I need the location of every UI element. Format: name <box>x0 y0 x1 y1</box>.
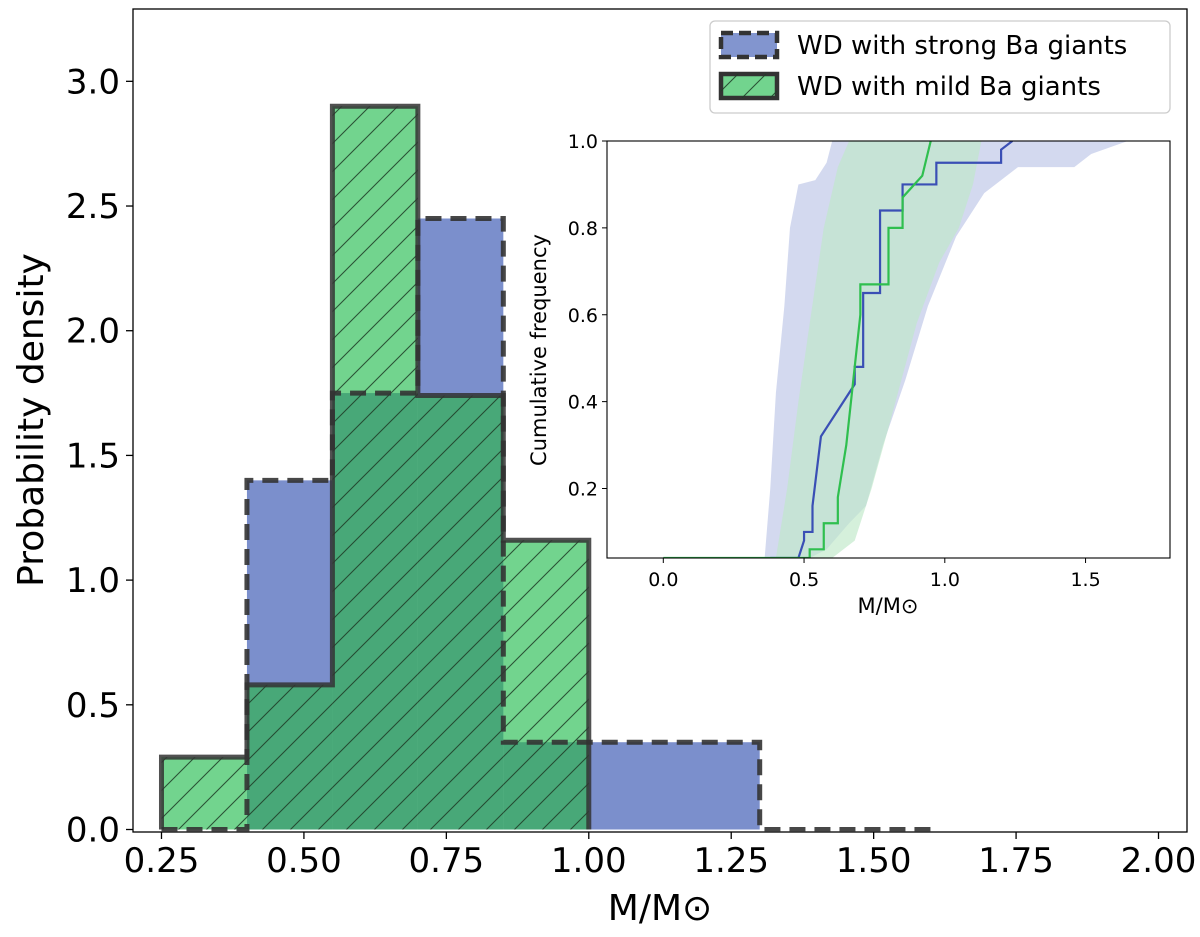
y-tick-label-5: 2.5 <box>66 187 120 227</box>
x-tick-label-7: 2.00 <box>1121 841 1197 881</box>
inset-x-axis-ticks: 0.0 0.5 1.0 1.5 <box>648 558 1101 591</box>
bar-mild-hatch-3 <box>417 395 504 830</box>
x-tick-label-1: 0.50 <box>266 841 342 881</box>
inset-x-tick-label-3: 1.5 <box>1070 569 1100 591</box>
inset-y-tick-label-3: 0.8 <box>568 218 598 240</box>
inset-y-tick-label-0: 0.2 <box>568 479 598 501</box>
y-tick-label-4: 2.0 <box>66 312 120 352</box>
bar-strong-5 <box>588 742 760 830</box>
inset-x-tick-label-2: 1.0 <box>930 569 960 591</box>
inset-y-tick-label-1: 0.4 <box>568 392 598 414</box>
legend-swatch-strong <box>718 30 780 60</box>
inset-x-tick-label-1: 0.5 <box>789 569 819 591</box>
cumulative-line-mild <box>663 141 932 558</box>
inset-x-tick-label-0: 0.0 <box>648 569 678 591</box>
y-tick-label-2: 1.0 <box>66 561 120 601</box>
x-tick-label-3: 1.00 <box>551 841 627 881</box>
band-mild <box>775 141 982 558</box>
inset-plot: 0.0 0.5 1.0 1.5 0.2 0.4 0.6 0.8 1.0 M/M⊙ Cumula… <box>527 131 1171 618</box>
inset-cumulative-lines <box>663 141 1014 558</box>
bar-mild-hatch-1 <box>246 684 333 830</box>
histogram-bars <box>158 103 931 833</box>
bar-mild-hatch-0 <box>161 757 247 830</box>
x-tick-label-5: 1.50 <box>836 841 912 881</box>
inset-plot-frame <box>606 140 1171 559</box>
y-axis-label: Probability density <box>11 253 52 587</box>
inset-confidence-bands <box>764 141 1170 558</box>
inset-y-tick-label-4: 1.0 <box>568 131 598 153</box>
legend-label-mild: WD with mild Ba giants <box>797 72 1101 102</box>
y-tick-label-3: 1.5 <box>66 436 120 476</box>
x-axis-label: M/M⊙ <box>608 888 712 929</box>
bar-mild-hatch-2 <box>332 106 418 830</box>
x-tick-label-4: 1.25 <box>693 841 769 881</box>
inset-y-tick-label-2: 0.6 <box>568 305 598 327</box>
cumulative-line-strong <box>770 141 1014 558</box>
outline-mild <box>158 103 592 830</box>
x-axis-ticks: 0.25 0.50 0.75 1.00 1.25 1.50 1.75 2.00 <box>124 832 1197 881</box>
x-tick-label-6: 1.75 <box>978 841 1054 881</box>
inset-y-axis-ticks: 0.2 0.4 0.6 0.8 1.0 <box>568 131 607 501</box>
inset-x-axis-label: M/M⊙ <box>858 594 919 618</box>
x-tick-label-0: 0.25 <box>124 841 200 881</box>
x-tick-label-2: 0.75 <box>408 841 484 881</box>
y-tick-label-1: 0.5 <box>66 686 120 726</box>
y-axis-ticks: 0.0 0.5 1.0 1.5 2.0 2.5 3.0 <box>66 62 133 851</box>
legend: WD with strong Ba giants WD with mild Ba… <box>709 20 1171 114</box>
y-tick-label-6: 3.0 <box>66 62 120 102</box>
legend-swatch-mild-hatch <box>721 74 777 98</box>
inset-y-axis-label: Cumulative frequency <box>527 234 551 466</box>
legend-frame <box>709 20 1171 114</box>
bar-mild-hatch-4 <box>503 540 589 830</box>
outline-strong <box>161 215 931 833</box>
y-tick-label-0: 0.0 <box>66 811 120 851</box>
legend-label-strong: WD with strong Ba giants <box>797 31 1127 61</box>
